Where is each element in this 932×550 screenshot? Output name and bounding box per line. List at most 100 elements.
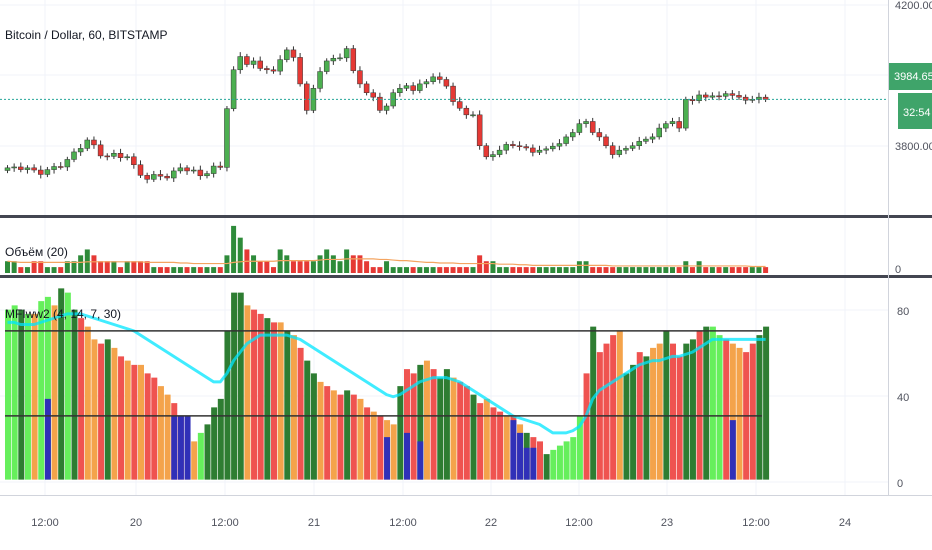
mfi-bar [404, 369, 410, 480]
mfi-bar [231, 292, 238, 480]
mfi-bar [138, 364, 144, 480]
price-candle [456, 101, 463, 109]
mfi-bar [497, 411, 504, 480]
volume-bar [211, 267, 217, 273]
price-candle [483, 145, 490, 158]
volume-bar [623, 267, 629, 273]
volume-bar [497, 267, 503, 273]
mfi-bar [537, 441, 543, 480]
price-candle [397, 88, 403, 94]
price-candle [171, 170, 177, 179]
price-candle [343, 48, 350, 59]
mfi-bar [716, 335, 723, 480]
price-candle [636, 141, 642, 146]
mfi-bar [284, 330, 291, 480]
volume-bar [703, 267, 709, 273]
volume-bar [430, 267, 436, 273]
mfi-bar [689, 339, 696, 480]
mfi-bar [437, 377, 444, 480]
time-axis-tick: 21 [308, 517, 320, 529]
volume-bar [756, 267, 762, 273]
price-candle [503, 144, 509, 151]
price-candle [97, 144, 104, 157]
price-candle [437, 76, 443, 80]
volume-bar [370, 267, 376, 273]
volume-bar [44, 267, 50, 273]
price-candle [377, 96, 383, 111]
mfi-bar [397, 386, 404, 480]
volume-bar [537, 267, 542, 273]
volume-bar [596, 267, 602, 273]
pane-separator[interactable] [0, 215, 932, 218]
mfi-bar [118, 356, 125, 480]
volume-bar [310, 261, 316, 273]
time-axis-tick: 12:00 [742, 517, 770, 529]
mfi-level-lines [5, 330, 762, 417]
volume-bar [709, 267, 715, 273]
volume-bar [38, 261, 44, 273]
price-candle [463, 107, 470, 116]
pane-separator[interactable] [0, 275, 932, 278]
mfi-bar [650, 347, 657, 480]
volume-bar [530, 267, 536, 273]
mfi-bar [643, 356, 650, 480]
mfi-bars [5, 288, 770, 480]
mfi-bar [11, 305, 18, 480]
price-candle [450, 85, 456, 102]
volume-bar [390, 267, 396, 273]
volume-bar [450, 267, 456, 273]
price-candle [490, 154, 496, 158]
time-axis[interactable]: 12:00 20 12:00 21 12:00 22 12:00 23 12:0… [31, 517, 851, 529]
mfi-bar [570, 437, 577, 480]
volume-bar [483, 261, 489, 273]
price-candle [676, 121, 682, 129]
time-axis-tick: 12:00 [31, 517, 59, 529]
volume-bar [18, 267, 24, 273]
price-candle [756, 96, 762, 100]
price-candle [383, 105, 390, 111]
price-candle [151, 174, 157, 180]
volume-bar [24, 267, 30, 273]
volume-bar [736, 267, 742, 273]
price-candle [742, 96, 749, 101]
volume-bar [463, 267, 469, 273]
volume-bar [410, 267, 416, 273]
volume-bar [91, 255, 97, 273]
time-axis-tick: 23 [661, 517, 673, 529]
mfi-bar [457, 381, 464, 480]
volume-bar [556, 267, 562, 273]
volume-bar [523, 267, 529, 273]
mfi-bar [370, 411, 377, 480]
mfi-bar [304, 360, 311, 480]
mfi-bar [337, 394, 344, 480]
price-candle [616, 149, 623, 155]
volume-axis-tick: 0 [895, 264, 901, 276]
price-candle [290, 49, 297, 58]
price-candle [643, 138, 649, 142]
indicator-axis-tick: 0 [897, 478, 903, 490]
mfi-bar [290, 335, 297, 480]
mfi-bar [443, 369, 450, 480]
volume-bar [517, 267, 523, 273]
price-candle [696, 94, 702, 101]
mfi-blue-bar [729, 420, 736, 480]
volume-bar [377, 267, 383, 273]
price-candle [430, 76, 436, 82]
mfi-bar [297, 347, 304, 480]
price-candle [277, 59, 283, 72]
volume-bar [344, 249, 350, 273]
volume-bar [603, 267, 609, 273]
price-candle [44, 169, 51, 175]
volume-bar [743, 267, 749, 273]
price-candle [523, 146, 529, 149]
price-candle [410, 85, 416, 91]
mfi-bar [703, 326, 710, 480]
price-candle [589, 121, 596, 133]
mfi-bar [729, 343, 736, 480]
volume-bar [71, 261, 77, 273]
price-candle [543, 148, 549, 151]
volume-bar [177, 267, 183, 273]
price-candle [417, 83, 423, 91]
mfi-bar [709, 326, 716, 480]
